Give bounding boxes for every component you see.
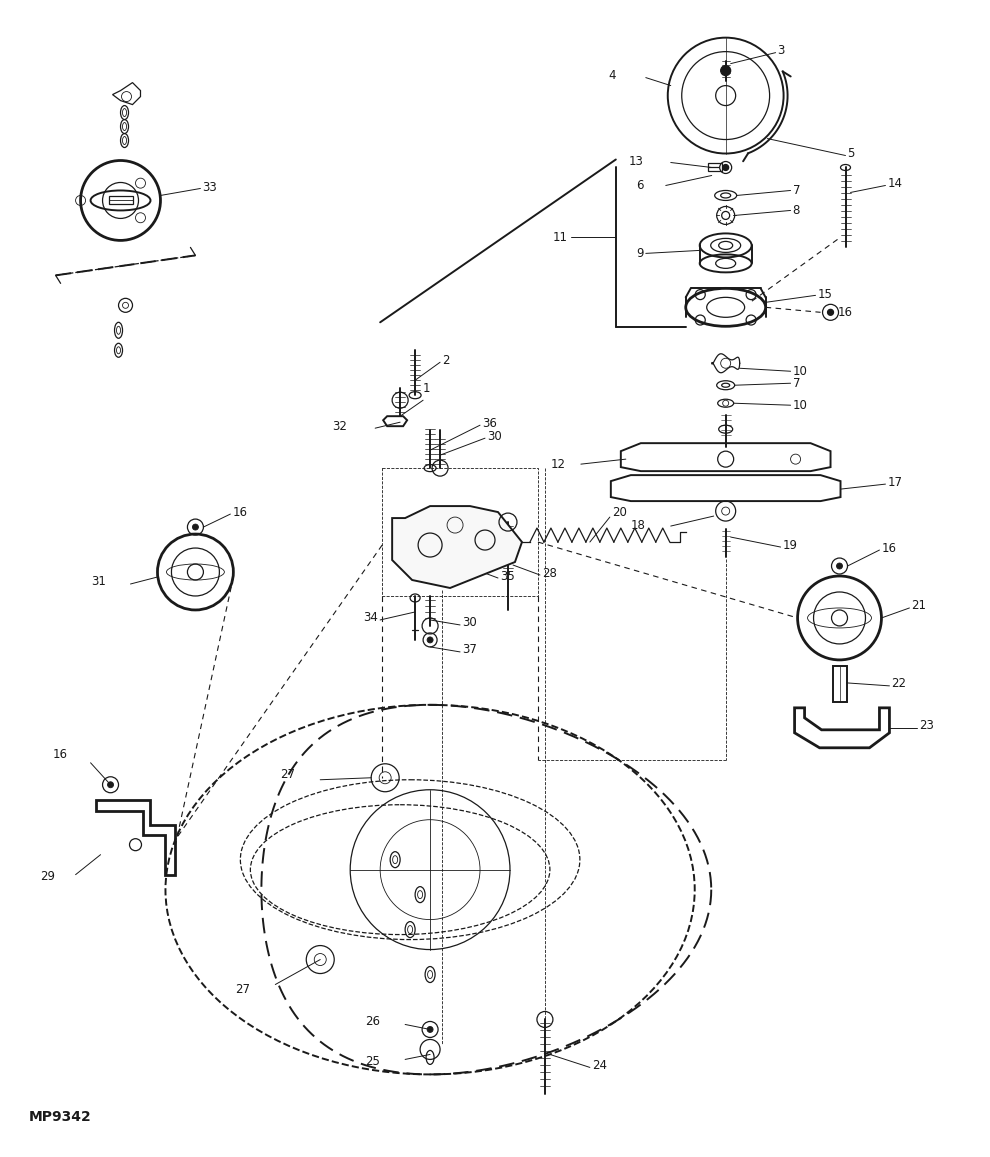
Text: 30: 30 [487, 429, 502, 443]
Text: 13: 13 [629, 155, 644, 168]
Circle shape [723, 400, 729, 406]
Circle shape [720, 162, 732, 174]
Text: 33: 33 [202, 180, 217, 194]
Bar [833, 666, 846, 702]
Circle shape [722, 212, 730, 220]
Text: 11: 11 [552, 231, 568, 244]
Text: 2: 2 [443, 354, 449, 367]
Bar [109, 197, 133, 205]
Text: 10: 10 [793, 399, 808, 412]
Text: 12: 12 [550, 458, 566, 471]
Text: 9: 9 [637, 246, 644, 260]
Text: 25: 25 [365, 1055, 380, 1068]
Text: 7: 7 [793, 184, 800, 197]
Text: 35: 35 [500, 569, 515, 582]
Text: 32: 32 [333, 420, 347, 433]
Text: 30: 30 [462, 617, 477, 629]
Text: 34: 34 [363, 611, 378, 625]
Text: 21: 21 [912, 599, 927, 612]
Text: 4: 4 [608, 69, 616, 82]
Text: 18: 18 [631, 518, 645, 531]
Text: 7: 7 [793, 377, 800, 390]
Text: 36: 36 [482, 417, 497, 429]
Circle shape [722, 507, 730, 515]
Text: 16: 16 [52, 749, 67, 761]
Text: 23: 23 [920, 720, 935, 732]
Bar [382, 469, 538, 596]
Text: 17: 17 [887, 476, 903, 488]
Text: 27: 27 [280, 768, 295, 781]
Circle shape [723, 164, 729, 170]
Circle shape [721, 359, 731, 368]
Bar [708, 163, 722, 171]
Text: 31: 31 [91, 575, 106, 589]
Text: 27: 27 [236, 983, 250, 996]
Text: 19: 19 [783, 538, 798, 552]
Circle shape [427, 638, 433, 643]
Text: 14: 14 [887, 177, 903, 190]
Text: 24: 24 [592, 1059, 607, 1071]
Text: 26: 26 [365, 1015, 380, 1027]
Text: 16: 16 [233, 506, 248, 518]
Circle shape [837, 563, 842, 569]
Circle shape [108, 782, 114, 788]
Circle shape [427, 1026, 433, 1032]
Text: 22: 22 [891, 677, 907, 691]
Text: 5: 5 [847, 147, 855, 160]
Polygon shape [392, 506, 522, 588]
Text: 3: 3 [777, 44, 785, 57]
Text: 29: 29 [41, 870, 55, 883]
Text: 16: 16 [881, 541, 897, 554]
Text: 6: 6 [637, 179, 644, 192]
Text: 10: 10 [793, 364, 808, 377]
Circle shape [828, 309, 834, 316]
Text: 37: 37 [462, 643, 477, 656]
Text: 28: 28 [542, 567, 556, 580]
Circle shape [721, 66, 731, 75]
Text: 8: 8 [793, 204, 800, 218]
Circle shape [192, 524, 198, 530]
Text: MP9342: MP9342 [29, 1111, 91, 1125]
Text: 15: 15 [818, 288, 833, 301]
Text: 20: 20 [612, 506, 627, 518]
Text: 16: 16 [838, 305, 852, 319]
Text: 1: 1 [423, 382, 431, 395]
Circle shape [123, 302, 129, 308]
